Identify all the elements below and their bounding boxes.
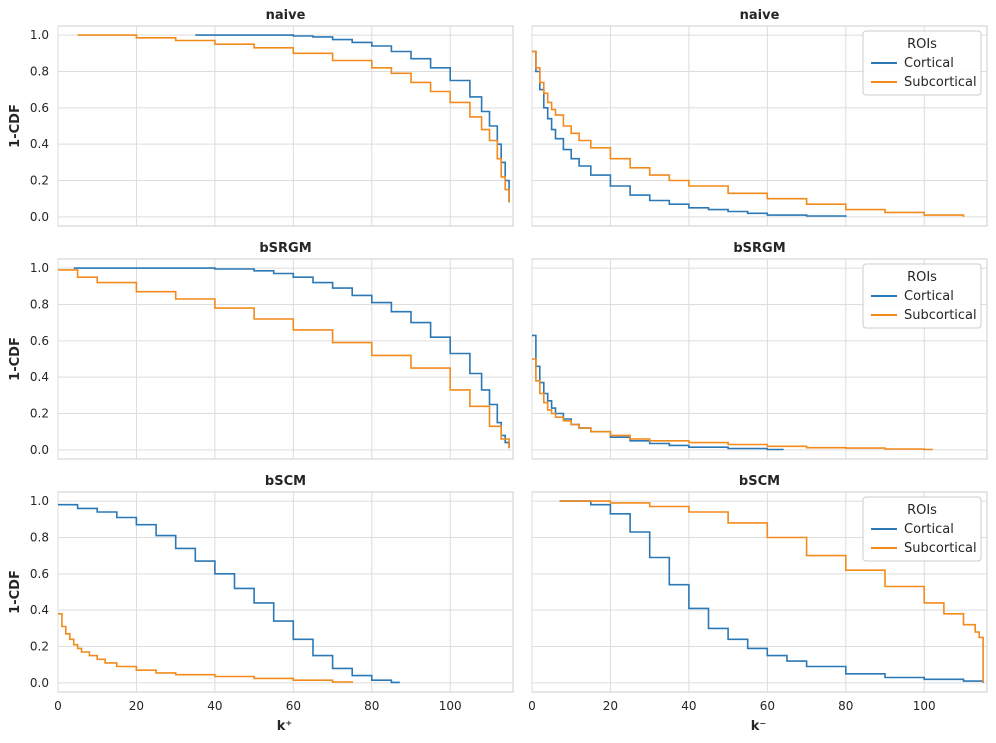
legend-label-subcortical: Subcortical — [904, 541, 977, 556]
legend-label-cortical: Cortical — [904, 56, 954, 71]
x-axis-label: k⁻ — [751, 719, 767, 734]
y-tick-label: 0.8 — [30, 530, 49, 544]
series-subcortical-line — [77, 34, 510, 203]
series-cortical-line — [73, 267, 510, 449]
x-tick-label: 80 — [838, 699, 853, 713]
panel-frame — [57, 258, 514, 460]
x-tick-label: 80 — [364, 699, 379, 713]
y-tick-label: 0.6 — [30, 334, 49, 348]
y-tick-label: 1.0 — [30, 28, 49, 42]
legend: ROIs Cortical Subcortical — [862, 496, 982, 562]
legend-box — [862, 263, 982, 329]
series-cortical-line — [58, 503, 401, 684]
panel-title: naive — [266, 8, 306, 23]
x-tick-label: 20 — [603, 699, 618, 713]
legend-label-subcortical: Subcortical — [904, 308, 977, 323]
y-tick-label: 0.4 — [30, 603, 49, 617]
panel-3: bSRGM 0.0 0.2 0.4 0.6 0.8 1.0 1-CDF — [8, 241, 514, 460]
legend: ROIs Cortical Subcortical — [862, 263, 982, 329]
panel-6: bSCM 0 20 40 60 80 100 k⁻ ROIs Cortical Subcortica… — [528, 474, 988, 734]
legend-title: ROIs — [907, 37, 937, 52]
series-subcortical-line — [532, 50, 965, 217]
y-tick-label: 0.4 — [30, 137, 49, 151]
panel-title: bSCM — [739, 474, 780, 489]
y-tick-label: 0.2 — [30, 640, 49, 654]
x-tick-label: 0 — [54, 699, 62, 713]
y-axis-label: 1-CDF — [8, 337, 23, 381]
series-subcortical-line — [532, 358, 933, 451]
x-tick-label: 100 — [913, 699, 936, 713]
y-axis-label: 1-CDF — [8, 570, 23, 614]
y-axis-label: 1-CDF — [8, 104, 23, 148]
legend-box — [862, 496, 982, 562]
y-tick-label: 0.0 — [30, 210, 49, 224]
legend-label-subcortical: Subcortical — [904, 75, 977, 90]
legend: ROIs Cortical Subcortical — [862, 30, 982, 96]
x-tick-label: 60 — [286, 699, 301, 713]
panel-5: bSCM 0.0 0.2 0.4 0.6 0.8 1.0 1-CDF 0 20 40 60 80 100 k… — [8, 474, 514, 734]
panel-2: naive ROIs Cortical Subcortical — [531, 8, 988, 227]
y-tick-label: 0.6 — [30, 567, 49, 581]
panel-1: naive 0.0 0.2 0.4 0.6 0.8 1.0 1-CDF — [8, 8, 514, 227]
y-tick-label: 0.8 — [30, 64, 49, 78]
x-axis-label: k⁺ — [277, 719, 293, 734]
series-subcortical-line — [58, 269, 510, 449]
legend-label-cortical: Cortical — [904, 289, 954, 304]
x-tick-label: 0 — [528, 699, 536, 713]
legend-label-cortical: Cortical — [904, 522, 954, 537]
y-tick-label: 1.0 — [30, 494, 49, 508]
y-tick-label: 0.2 — [30, 174, 49, 188]
panel-frame — [57, 25, 514, 227]
series-cortical-line — [195, 34, 510, 203]
series-subcortical-line — [58, 613, 353, 683]
y-tick-label: 0.6 — [30, 101, 49, 115]
panel-title: bSRGM — [259, 241, 311, 256]
y-tick-label: 0.2 — [30, 407, 49, 421]
x-tick-label: 40 — [207, 699, 222, 713]
x-tick-label: 60 — [760, 699, 775, 713]
x-tick-label: 20 — [129, 699, 144, 713]
y-tick-label: 0.8 — [30, 297, 49, 311]
panel-4: bSRGM ROIs Cortical Subcortical — [531, 241, 988, 460]
series-cortical-line — [532, 50, 847, 217]
series-cortical-line — [559, 500, 984, 683]
panel-title: naive — [740, 8, 780, 23]
y-tick-label: 1.0 — [30, 261, 49, 275]
series-subcortical-line — [559, 500, 984, 683]
panel-title: bSCM — [265, 474, 306, 489]
x-tick-label: 100 — [439, 699, 462, 713]
y-tick-label: 0.4 — [30, 370, 49, 384]
y-tick-label: 0.0 — [30, 676, 49, 690]
y-tick-label: 0.0 — [30, 443, 49, 457]
legend-title: ROIs — [907, 270, 937, 285]
panel-frame — [57, 491, 514, 693]
panel-title: bSRGM — [733, 241, 785, 256]
legend-box — [862, 30, 982, 96]
x-tick-label: 40 — [681, 699, 696, 713]
legend-title: ROIs — [907, 503, 937, 518]
